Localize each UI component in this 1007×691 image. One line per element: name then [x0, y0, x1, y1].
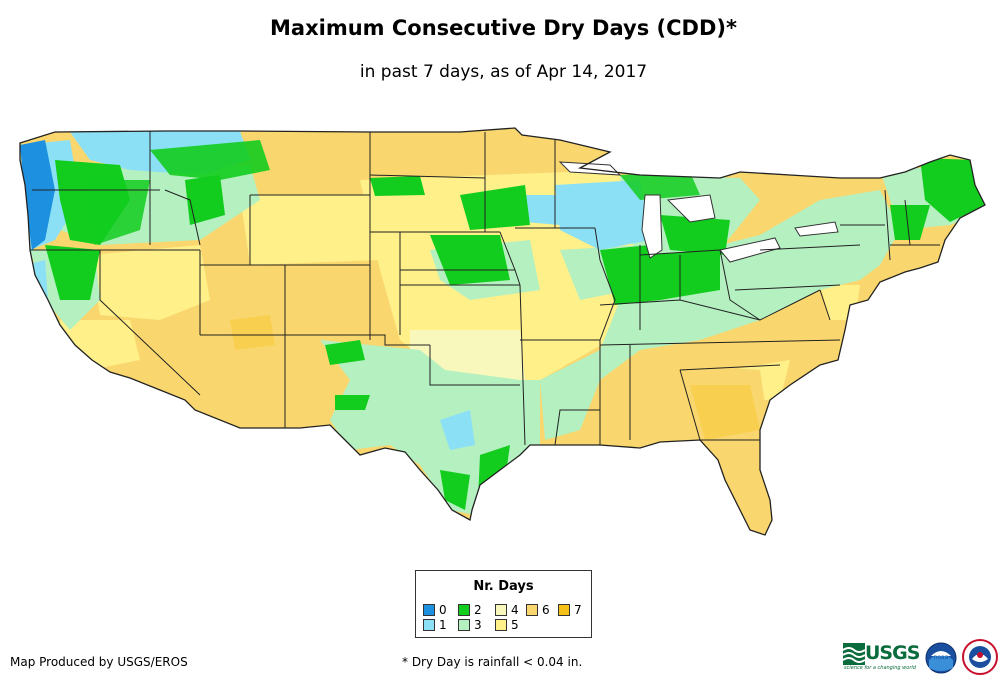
- map-title: Maximum Consecutive Dry Days (CDD)*: [270, 16, 737, 40]
- legend-swatch: [423, 604, 435, 616]
- legend-swatch: [495, 619, 507, 631]
- legend: Nr. Days 0 1 2 3 4 5 6 7: [415, 570, 592, 638]
- legend-swatch: [458, 604, 470, 616]
- state-borders: [19, 127, 986, 536]
- legend-label: 7: [574, 603, 582, 617]
- legend-label: 5: [511, 618, 519, 632]
- legend-label: 4: [511, 603, 519, 617]
- legend-label: 6: [542, 603, 550, 617]
- cdd-map: [19, 127, 986, 536]
- noaa-wordmark: noaa: [934, 654, 949, 661]
- dry-day-footnote: * Dry Day is rainfall < 0.04 in.: [402, 655, 583, 669]
- legend-swatch: [458, 619, 470, 631]
- usgs-tagline: science for a changing world: [844, 665, 916, 671]
- legend-label: 0: [439, 603, 447, 617]
- legend-swatch: [526, 604, 538, 616]
- dry-days-fill: [20, 128, 985, 535]
- legend-swatch: [558, 604, 570, 616]
- nws-logo-icon: [962, 639, 998, 675]
- map-subtitle: in past 7 days, as of Apr 14, 2017: [359, 62, 648, 82]
- great-lakes: [558, 161, 839, 263]
- usgs-wave-icon: [843, 643, 865, 665]
- noaa-logo-icon: noaa: [925, 642, 957, 674]
- usgs-wordmark: USGS: [865, 642, 920, 664]
- map-credit: Map Produced by USGS/EROS: [10, 655, 188, 669]
- legend-label: 1: [439, 618, 447, 632]
- legend-swatch: [495, 604, 507, 616]
- usgs-logo: USGS science for a changing world: [843, 641, 920, 673]
- legend-swatch: [423, 619, 435, 631]
- legend-label: 2: [474, 603, 482, 617]
- legend-label: 3: [474, 618, 482, 632]
- legend-title: Nr. Days: [473, 579, 534, 594]
